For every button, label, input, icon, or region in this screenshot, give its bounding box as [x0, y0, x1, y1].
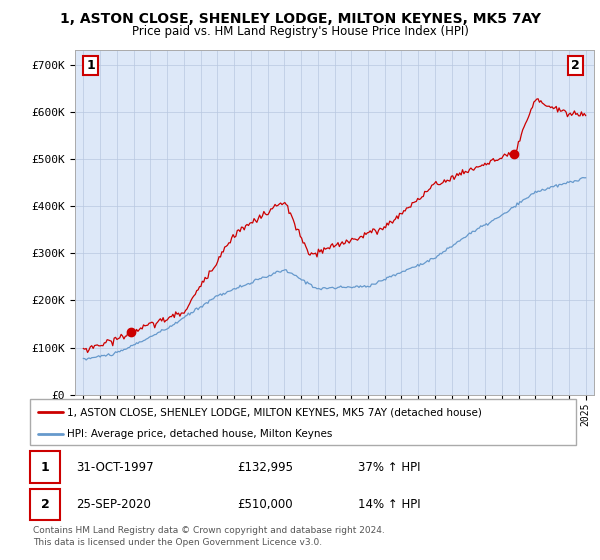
Bar [30, 489, 60, 520]
Text: 37% ↑ HPI: 37% ↑ HPI [358, 460, 420, 474]
Text: 14% ↑ HPI: 14% ↑ HPI [358, 498, 420, 511]
Text: 2: 2 [41, 498, 49, 511]
Text: This data is licensed under the Open Government Licence v3.0.: This data is licensed under the Open Gov… [33, 539, 322, 548]
Text: HPI: Average price, detached house, Milton Keynes: HPI: Average price, detached house, Milt… [67, 429, 332, 439]
Text: £510,000: £510,000 [238, 498, 293, 511]
Text: Contains HM Land Registry data © Crown copyright and database right 2024.: Contains HM Land Registry data © Crown c… [33, 526, 385, 535]
Text: 25-SEP-2020: 25-SEP-2020 [76, 498, 151, 511]
Text: Price paid vs. HM Land Registry's House Price Index (HPI): Price paid vs. HM Land Registry's House … [131, 25, 469, 38]
Text: 1, ASTON CLOSE, SHENLEY LODGE, MILTON KEYNES, MK5 7AY (detached house): 1, ASTON CLOSE, SHENLEY LODGE, MILTON KE… [67, 407, 482, 417]
Text: 1, ASTON CLOSE, SHENLEY LODGE, MILTON KEYNES, MK5 7AY: 1, ASTON CLOSE, SHENLEY LODGE, MILTON KE… [59, 12, 541, 26]
Text: 1: 1 [86, 59, 95, 72]
Text: 2: 2 [571, 59, 580, 72]
Text: £132,995: £132,995 [238, 460, 293, 474]
Text: 31-OCT-1997: 31-OCT-1997 [76, 460, 154, 474]
Bar [30, 451, 60, 483]
Text: 1: 1 [41, 460, 49, 474]
